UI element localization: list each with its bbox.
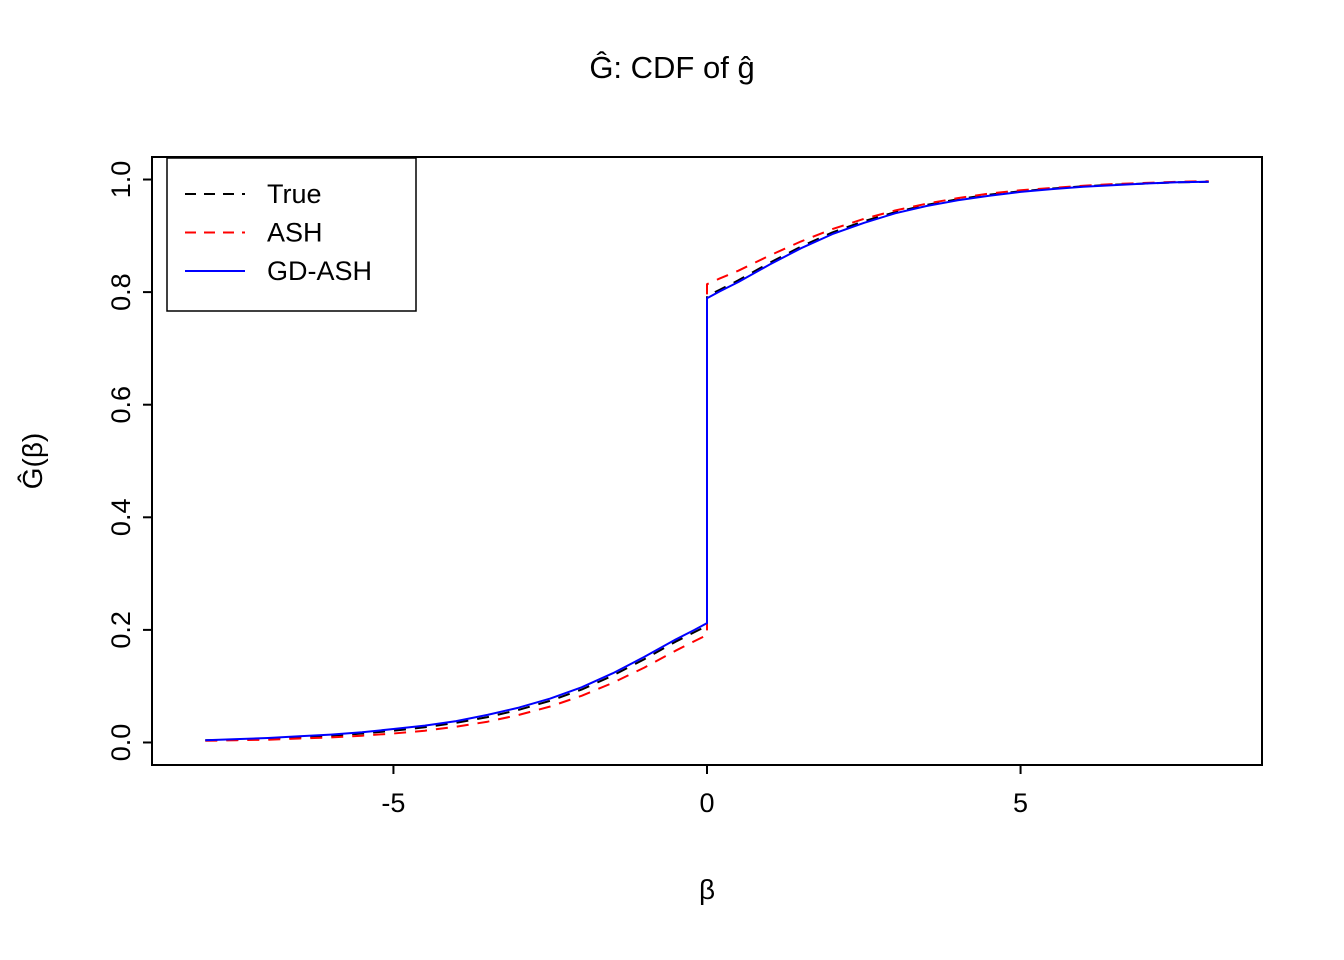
y-tick-label: 0.0 — [106, 724, 136, 762]
y-tick-label: 1.0 — [106, 161, 136, 199]
x-tick-label: 0 — [699, 788, 714, 818]
legend-box — [166, 157, 417, 312]
y-tick-label: 0.2 — [106, 611, 136, 649]
x-tick-label: 5 — [1013, 788, 1028, 818]
x-tick-label: -5 — [381, 788, 405, 818]
series-line-gd-ash — [205, 180, 1209, 742]
y-axis-label: Ĝ(β) — [17, 432, 48, 490]
legend-label-gd-ash: GD-ASH — [267, 256, 372, 286]
legend-label-true: True — [267, 179, 322, 209]
legend-label-ash: ASH — [267, 218, 323, 248]
y-tick-label: 0.4 — [106, 499, 136, 537]
y-tick-label: 0.6 — [106, 386, 136, 424]
y-tick-label: 0.8 — [106, 273, 136, 311]
